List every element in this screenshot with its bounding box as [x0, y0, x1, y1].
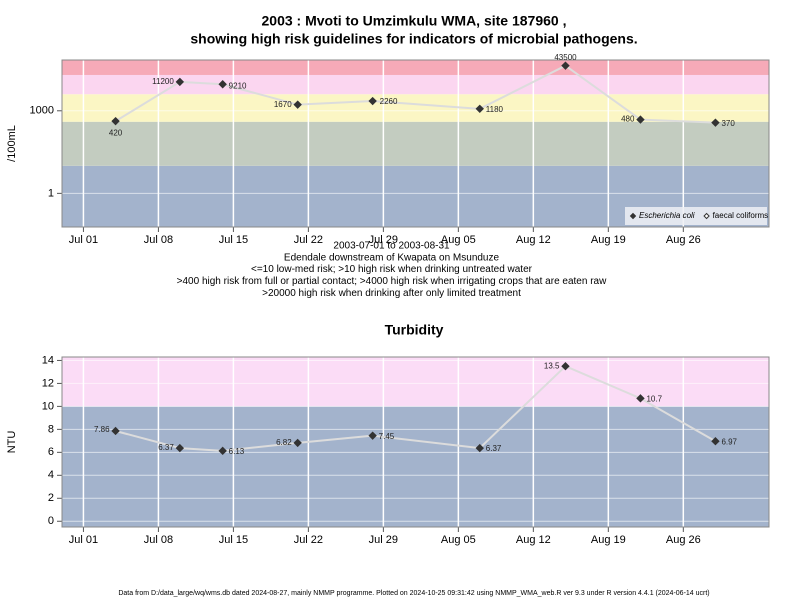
- note: >20000 high risk when drinking after onl…: [262, 288, 521, 299]
- data-label: 1180: [486, 105, 504, 114]
- y-tick-label: 1: [48, 187, 54, 199]
- x-tick-label: Jul 15: [219, 534, 248, 546]
- y-tick-label: 1000: [30, 105, 54, 117]
- y-axis-label: NTU: [6, 431, 18, 454]
- note: <=10 low-med risk; >10 high risk when dr…: [251, 264, 533, 275]
- data-point: [561, 361, 570, 371]
- y-tick-label: 2: [48, 492, 54, 504]
- y-tick-label: 0: [48, 515, 54, 527]
- y-tick-label: 6: [48, 446, 54, 458]
- x-tick-label: Jul 01: [69, 534, 98, 546]
- footer: Data from D:/data_large/wq/wms.db dated …: [118, 590, 709, 597]
- plot-frame: [61, 356, 770, 528]
- data-point: [636, 394, 645, 403]
- data-point: [711, 436, 720, 446]
- data-point: [175, 77, 185, 87]
- data-label: 6.13: [229, 447, 245, 456]
- data-label: 420: [109, 128, 123, 137]
- data-label: 6.37: [486, 444, 502, 453]
- data-label: 6.37: [158, 443, 174, 452]
- x-tick-label: Aug 05: [441, 234, 476, 246]
- data-point: [711, 118, 720, 127]
- x-tick-label: Aug 05: [441, 534, 476, 546]
- data-point: [475, 104, 484, 114]
- x-tick-label: Jul 15: [219, 234, 248, 246]
- data-point: [218, 446, 227, 456]
- data-label: 7.86: [94, 425, 110, 434]
- data-label: 9210: [229, 81, 247, 90]
- note: Edendale downstream of Kwapata on Msundu…: [284, 252, 500, 263]
- data-label: 6.82: [276, 438, 292, 447]
- note: >400 high risk from full or partial cont…: [177, 276, 607, 287]
- y-tick-label: 12: [42, 377, 54, 389]
- y-axis-label: /100mL: [6, 125, 18, 162]
- note: 2003-07-01 to 2003-08-31: [333, 241, 450, 252]
- data-label: 11200: [152, 77, 174, 86]
- x-tick-label: Jul 08: [144, 234, 173, 246]
- x-tick-label: Jul 29: [369, 534, 398, 546]
- data-point: [636, 115, 645, 124]
- legend-marker: [703, 212, 710, 220]
- data-label: 7.45: [379, 432, 395, 441]
- x-tick-label: Jul 01: [69, 234, 98, 246]
- risk-band: [62, 94, 769, 122]
- data-label: 480: [621, 115, 635, 124]
- x-tick-label: Aug 26: [666, 234, 701, 246]
- risk-band: [62, 121, 769, 166]
- data-point: [561, 61, 570, 70]
- data-label: 6.97: [721, 437, 737, 446]
- data-point: [293, 100, 302, 109]
- risk-band: [62, 406, 769, 527]
- chart-title: 2003 : Mvoti to Umzimkulu WMA, site 1879…: [262, 13, 567, 29]
- chart-title: Turbidity: [385, 322, 444, 338]
- legend-label: Escherichia coli: [639, 211, 695, 220]
- y-tick-label: 14: [42, 354, 54, 366]
- legend-label: faecal coliforms: [713, 211, 769, 220]
- data-point: [368, 431, 377, 440]
- x-tick-label: Aug 12: [516, 534, 551, 546]
- x-tick-label: Jul 22: [294, 534, 323, 546]
- data-point: [111, 116, 120, 126]
- y-tick-label: 8: [48, 423, 54, 435]
- data-label: 43500: [554, 53, 577, 62]
- chart-title: showing high risk guidelines for indicat…: [190, 31, 637, 47]
- plot-frame: [61, 59, 770, 228]
- data-label: 13.5: [544, 361, 560, 370]
- x-tick-label: Jul 22: [294, 234, 323, 246]
- legend-box: [625, 207, 767, 225]
- data-point: [475, 443, 484, 453]
- x-tick-label: Aug 12: [516, 234, 551, 246]
- data-point: [293, 438, 302, 448]
- data-point: [175, 443, 185, 453]
- x-tick-label: Aug 26: [666, 534, 701, 546]
- data-label: 370: [721, 119, 735, 128]
- data-label: 1670: [274, 100, 292, 109]
- data-label: 2260: [380, 97, 398, 106]
- data-point: [368, 96, 377, 106]
- y-tick-label: 10: [42, 400, 54, 412]
- legend-marker: [629, 212, 637, 220]
- data-label: 10.7: [646, 394, 662, 403]
- risk-band: [62, 60, 769, 75]
- x-tick-label: Jul 08: [144, 534, 173, 546]
- risk-band: [62, 357, 769, 407]
- x-tick-label: Aug 19: [591, 234, 626, 246]
- x-tick-label: Aug 19: [591, 534, 626, 546]
- y-tick-label: 4: [48, 469, 54, 481]
- data-point: [218, 80, 227, 89]
- x-tick-label: Jul 29: [369, 234, 398, 246]
- data-point: [111, 426, 120, 436]
